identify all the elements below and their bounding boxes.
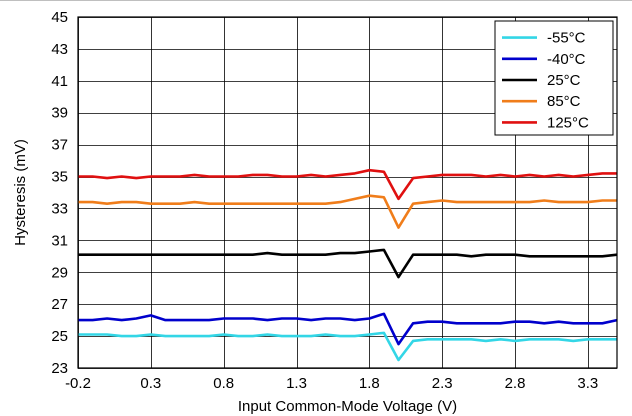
y-tick-label: 27 bbox=[51, 296, 68, 313]
y-tick-label: 25 bbox=[51, 328, 68, 345]
legend-label: -55°C bbox=[547, 30, 586, 47]
y-tick-label: 31 bbox=[51, 232, 68, 249]
y-tick-label: 35 bbox=[51, 169, 68, 186]
y-tick-label: 29 bbox=[51, 264, 68, 281]
x-tick-label: -0.2 bbox=[65, 375, 91, 392]
y-tick-label: 41 bbox=[51, 73, 68, 90]
legend-label: 125°C bbox=[547, 114, 589, 131]
series-line-3 bbox=[78, 194, 617, 229]
x-tick-label: 1.8 bbox=[359, 375, 380, 392]
series-lines bbox=[78, 168, 618, 362]
y-tick-label: 45 bbox=[51, 9, 68, 26]
x-tick-label: 2.8 bbox=[505, 375, 526, 392]
y-tick-label: 43 bbox=[51, 41, 68, 58]
x-tick-label: 2.3 bbox=[432, 375, 453, 392]
series-line-0 bbox=[78, 331, 617, 362]
legend-box bbox=[494, 20, 614, 136]
plot-frame bbox=[77, 16, 618, 369]
legend-label: 85°C bbox=[547, 93, 581, 110]
series-line-4 bbox=[78, 168, 617, 201]
y-tick-label: 33 bbox=[51, 200, 68, 217]
legend-label: -40°C bbox=[547, 51, 586, 68]
series-line-2 bbox=[78, 248, 618, 279]
y-tick-label: 39 bbox=[51, 105, 68, 122]
x-axis-title: Input Common-Mode Voltage (V) bbox=[238, 398, 457, 415]
y-tick-labels: 23 25 27 29 31 33 35 37 39 41 43 45 bbox=[51, 9, 68, 377]
x-tick-label: 0.8 bbox=[213, 375, 234, 392]
y-tick-label: 23 bbox=[51, 360, 68, 377]
series-line-1 bbox=[78, 312, 618, 346]
x-tick-label: 1.3 bbox=[286, 375, 307, 392]
y-axis-title: Hysteresis (mV) bbox=[12, 139, 29, 246]
y-tick-label: 37 bbox=[51, 137, 68, 154]
legend-label: 25°C bbox=[547, 72, 581, 89]
x-tick-label: 0.3 bbox=[140, 375, 161, 392]
x-tick-labels: -0.2 0.3 0.8 1.3 1.8 2.3 2.8 3.3 bbox=[65, 375, 598, 392]
legend: -55°C -40°C 25°C 85°C 125°C bbox=[494, 20, 614, 136]
x-tick-label: 3.3 bbox=[577, 375, 598, 392]
